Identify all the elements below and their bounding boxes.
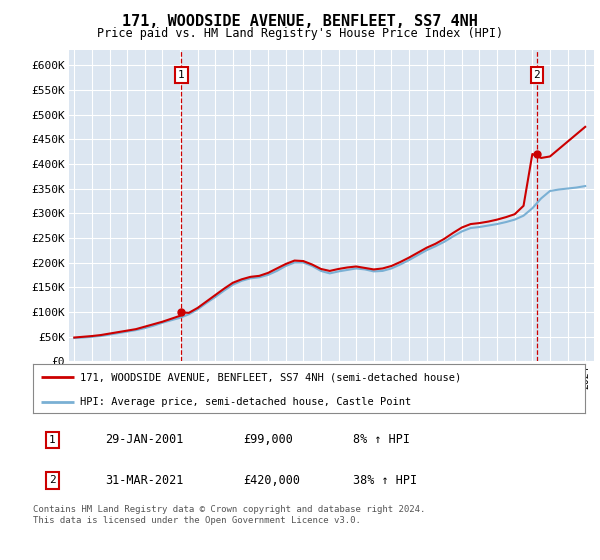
- Text: 171, WOODSIDE AVENUE, BENFLEET, SS7 4NH: 171, WOODSIDE AVENUE, BENFLEET, SS7 4NH: [122, 14, 478, 29]
- Text: 2: 2: [533, 70, 540, 80]
- Text: HPI: Average price, semi-detached house, Castle Point: HPI: Average price, semi-detached house,…: [80, 398, 411, 408]
- Text: £420,000: £420,000: [243, 474, 300, 487]
- Text: 1: 1: [49, 435, 56, 445]
- Text: 1: 1: [178, 70, 185, 80]
- Text: 31-MAR-2021: 31-MAR-2021: [105, 474, 183, 487]
- Text: 38% ↑ HPI: 38% ↑ HPI: [353, 474, 417, 487]
- Text: £99,000: £99,000: [243, 433, 293, 446]
- Text: 2: 2: [49, 475, 56, 485]
- Text: 8% ↑ HPI: 8% ↑ HPI: [353, 433, 410, 446]
- Text: 29-JAN-2001: 29-JAN-2001: [105, 433, 183, 446]
- Text: Contains HM Land Registry data © Crown copyright and database right 2024.
This d: Contains HM Land Registry data © Crown c…: [33, 505, 425, 525]
- Text: Price paid vs. HM Land Registry's House Price Index (HPI): Price paid vs. HM Land Registry's House …: [97, 27, 503, 40]
- Text: 171, WOODSIDE AVENUE, BENFLEET, SS7 4NH (semi-detached house): 171, WOODSIDE AVENUE, BENFLEET, SS7 4NH …: [80, 372, 461, 382]
